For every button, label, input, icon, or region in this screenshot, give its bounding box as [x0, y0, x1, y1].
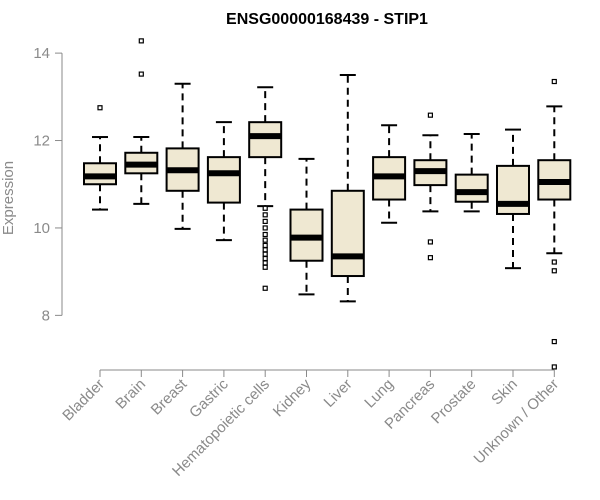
outlier-point	[427, 239, 433, 245]
outlier-point	[262, 264, 268, 270]
outlier-point	[262, 212, 268, 218]
box-breast	[165, 82, 200, 230]
x-tick-label: Skin	[488, 376, 521, 409]
x-tick-label: Bladder	[59, 376, 108, 425]
box-skin	[496, 128, 530, 270]
x-tick-label: Prostate	[428, 376, 480, 428]
iqr-box	[248, 121, 283, 159]
y-axis: 8 10 12 14	[33, 45, 63, 324]
x-tick-label: Liver	[321, 376, 356, 411]
outlier-point	[551, 259, 557, 265]
y-axis-label: Expression	[0, 161, 17, 235]
outlier-point	[262, 231, 268, 238]
iqr-box	[206, 156, 241, 204]
box-kidney	[289, 157, 324, 296]
x-tick-label: Kidney	[270, 375, 315, 420]
outlier-point	[427, 255, 433, 261]
outlier-point	[262, 255, 268, 262]
outlier-point	[262, 285, 268, 291]
outlier-point	[262, 218, 268, 224]
box-gastric	[206, 121, 241, 242]
outlier-point	[262, 225, 268, 231]
y-tick-label: 14	[33, 45, 50, 62]
chart-title: ENSG00000168439 - STIP1	[226, 11, 428, 28]
outlier-point	[262, 242, 268, 249]
box-liver	[330, 73, 365, 303]
box-brain	[124, 38, 159, 205]
outlier-point	[138, 38, 144, 44]
iqr-box	[454, 173, 489, 203]
box-lung	[372, 124, 407, 224]
x-tick-label: Breast	[148, 375, 191, 418]
iqr-box	[330, 189, 365, 278]
outlier-point	[262, 205, 268, 211]
outlier-point	[262, 251, 268, 257]
outlier-point	[551, 364, 557, 370]
box-pancreas	[413, 112, 448, 261]
outlier-point	[551, 338, 557, 345]
outlier-point	[551, 268, 557, 274]
y-tick-label: 10	[33, 220, 50, 237]
y-tick-label: 12	[33, 133, 50, 150]
box-bladder	[83, 105, 117, 211]
plot-area	[83, 38, 572, 370]
outlier-point	[551, 78, 557, 85]
outlier-point	[262, 237, 268, 243]
outlier-point	[262, 260, 268, 266]
outlier-point	[97, 105, 103, 111]
x-tick-label: Brain	[112, 376, 149, 413]
box-hematopoietic-cells	[248, 86, 283, 291]
box-prostate	[454, 132, 489, 213]
y-tick-label: 8	[42, 307, 50, 324]
box-unknown-other	[537, 78, 572, 370]
outlier-point	[427, 112, 433, 118]
x-tick-label: Lung	[361, 376, 397, 412]
outlier-point	[138, 71, 144, 77]
outlier-point	[262, 247, 268, 253]
